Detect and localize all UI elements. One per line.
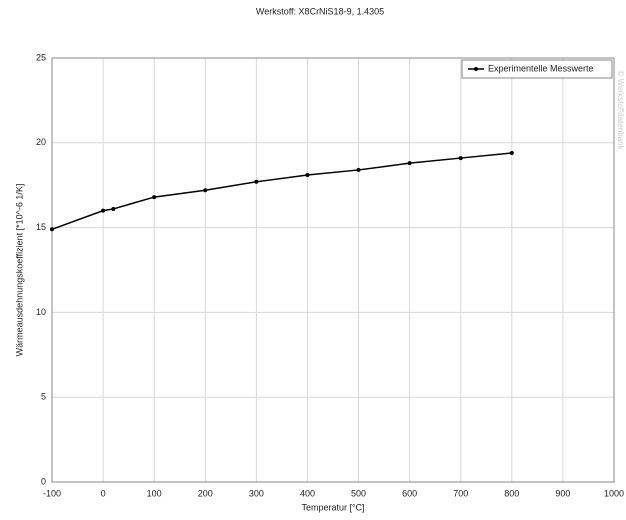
point [111,206,116,211]
x-tick-label: 800 [504,488,519,498]
legend-box [461,59,613,79]
x-tick-label: 200 [198,488,213,498]
point [407,161,412,166]
y-tick-label: 15 [36,222,46,232]
y-tick-label: 0 [41,476,46,486]
plot-frame [51,57,615,483]
point [203,188,208,193]
x-tick-label: 0 [101,488,106,498]
legend-marker [474,67,478,71]
point [509,150,514,155]
x-tick-label: 900 [555,488,570,498]
point [458,156,463,161]
y-tick-label: 5 [41,392,46,402]
y-tick-label: 10 [36,307,46,317]
y-axis-label: Wärmeausdehnungskoeffizient [*10^-6 1/K] [14,184,24,357]
point [101,208,106,213]
chart-title: Werkstoff: X8CrNiS18-9, 1.4305 [256,6,384,16]
point [356,167,361,172]
line [51,152,512,231]
x-tick-label: -100 [43,488,61,498]
x-tick-label: 300 [249,488,264,498]
x-axis-label: Temperatur [°C] [301,502,364,512]
point [305,173,310,178]
y-tick-label: 25 [36,52,46,62]
x-tick-label: 1000 [604,488,624,498]
point [152,195,157,200]
x-tick-label: 400 [300,488,315,498]
x-tick-label: 600 [402,488,417,498]
x-tick-label: 100 [147,488,162,498]
y-tick-label: 20 [36,137,46,147]
x-tick-label: 700 [453,488,468,498]
watermark: © Werkstoffdatenbank [616,71,625,151]
x-tick-label: 500 [351,488,366,498]
legend-label: Experimentelle Messwerte [488,63,594,73]
point [50,227,54,232]
point [254,179,259,184]
